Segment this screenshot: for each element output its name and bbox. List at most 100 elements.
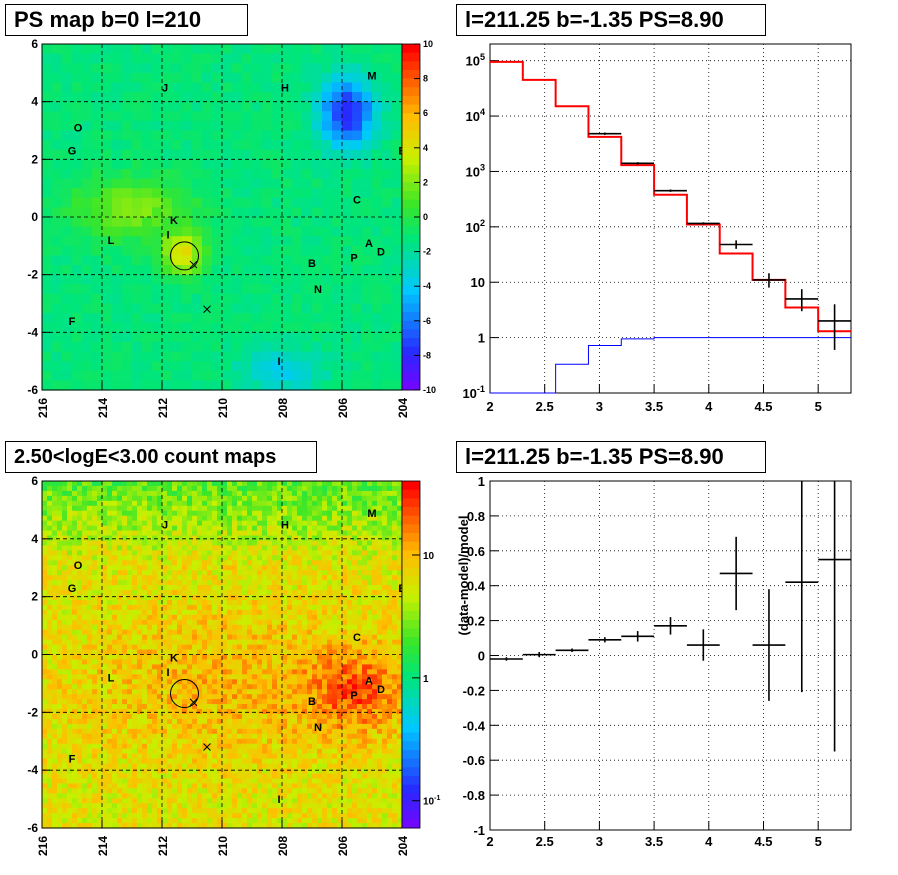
heatmap-cell [277, 778, 283, 784]
heatmap-cell [277, 669, 283, 675]
heatmap-cell [67, 495, 73, 502]
heatmap-cell [132, 570, 138, 576]
heatmap-cell [97, 763, 103, 770]
heatmap-cell [67, 813, 73, 819]
heatmap-cell [92, 217, 103, 228]
heatmap-cell [42, 351, 53, 362]
heatmap-cell [277, 500, 283, 507]
heatmap-cell [292, 490, 298, 497]
heatmap-cell [272, 481, 278, 487]
heatmap-cell [167, 649, 173, 656]
heatmap-cell [182, 495, 188, 502]
heatmap-cell [242, 525, 248, 532]
heatmap-cell [92, 699, 98, 705]
heatmap-cell [152, 481, 158, 487]
heatmap-cell [372, 255, 383, 266]
heatmap-cell [82, 265, 93, 276]
heatmap-cell [72, 361, 83, 372]
heatmap-cell [122, 743, 128, 750]
heatmap-cell [277, 728, 283, 735]
heatmap-cell [262, 92, 273, 103]
heatmap-cell [212, 44, 223, 55]
heatmap-cell [187, 599, 193, 606]
heatmap-cell [202, 555, 208, 561]
heatmap-cell [82, 303, 93, 314]
heatmap-cell [132, 694, 138, 700]
heatmap-cell [202, 265, 213, 276]
heatmap-cell [72, 699, 78, 705]
heatmap-cell [142, 644, 148, 651]
heatmap-cell [92, 490, 98, 497]
heatmap-cell [142, 341, 153, 353]
heatmap-cell [172, 274, 183, 285]
heatmap-cell [392, 63, 403, 74]
heatmap-cell [182, 664, 188, 670]
heatmap-cell [302, 245, 313, 257]
heatmap-cell [382, 149, 393, 160]
heatmap-cell [72, 149, 83, 160]
heatmap-cell [112, 585, 118, 591]
heatmap-cell [67, 580, 73, 586]
heatmap-cell [212, 718, 218, 725]
heatmap-cell [152, 274, 163, 285]
heatmap-cell [162, 168, 173, 180]
heatmap-cell [232, 639, 238, 646]
heatmap-cell [312, 159, 323, 170]
heatmap-cell [102, 634, 108, 641]
heatmap-cell [202, 130, 213, 141]
heatmap-cell [272, 236, 283, 247]
heatmap-cell [52, 639, 58, 646]
heatmap-cell [192, 530, 198, 537]
heatmap-cell [182, 207, 193, 218]
heatmap-cell [252, 130, 263, 141]
heatmap-cell [247, 520, 253, 527]
heatmap-cell [237, 783, 243, 789]
heatmap-cell [362, 361, 373, 372]
heatmap-cell [122, 654, 128, 661]
heatmap-cell [102, 818, 108, 824]
heatmap-cell [87, 733, 93, 740]
heatmap-cell [82, 178, 93, 189]
heatmap-cell [392, 140, 403, 151]
heatmap-cell [167, 530, 173, 537]
heatmap-cell [177, 619, 183, 626]
heatmap-cell [202, 525, 208, 532]
heatmap-cell [82, 580, 88, 586]
colorbar-cell [402, 191, 420, 201]
heatmap-cell [72, 515, 78, 522]
heatmap-cell [222, 679, 228, 685]
heatmap-cell [92, 555, 98, 561]
heatmap-cell [237, 813, 243, 819]
heatmap-cell [262, 803, 268, 809]
heatmap-cell [177, 639, 183, 646]
heatmap-cell [112, 753, 118, 760]
heatmap-cell [177, 500, 183, 507]
heatmap-cell [132, 535, 138, 542]
heatmap-cell [272, 823, 278, 829]
heatmap-cell [72, 332, 83, 343]
heatmap-cell [197, 490, 203, 497]
heatmap-cell [237, 505, 243, 512]
heatmap-cell [112, 575, 118, 581]
heatmap-cell [272, 818, 278, 824]
heatmap-cell [222, 111, 233, 122]
heatmap-cell [232, 120, 243, 132]
heatmap-cell [82, 380, 93, 391]
heatmap-cell [272, 763, 278, 770]
heatmap-cell [132, 803, 138, 809]
heatmap-cell [177, 510, 183, 517]
heatmap-cell [207, 763, 213, 770]
heatmap-cell [62, 604, 68, 611]
heatmap-cell [312, 197, 323, 208]
heatmap-cell [257, 783, 263, 789]
heatmap-cell [242, 130, 253, 141]
heatmap-cell [227, 738, 233, 745]
heatmap-cell [67, 773, 73, 780]
heatmap-cell [157, 580, 163, 586]
heatmap-cell [352, 322, 363, 333]
heatmap-cell [362, 245, 373, 257]
heatmap-cell [82, 159, 93, 170]
heatmap-cell [277, 798, 283, 804]
heatmap-cell [237, 694, 243, 700]
heatmap-cell [262, 217, 273, 228]
